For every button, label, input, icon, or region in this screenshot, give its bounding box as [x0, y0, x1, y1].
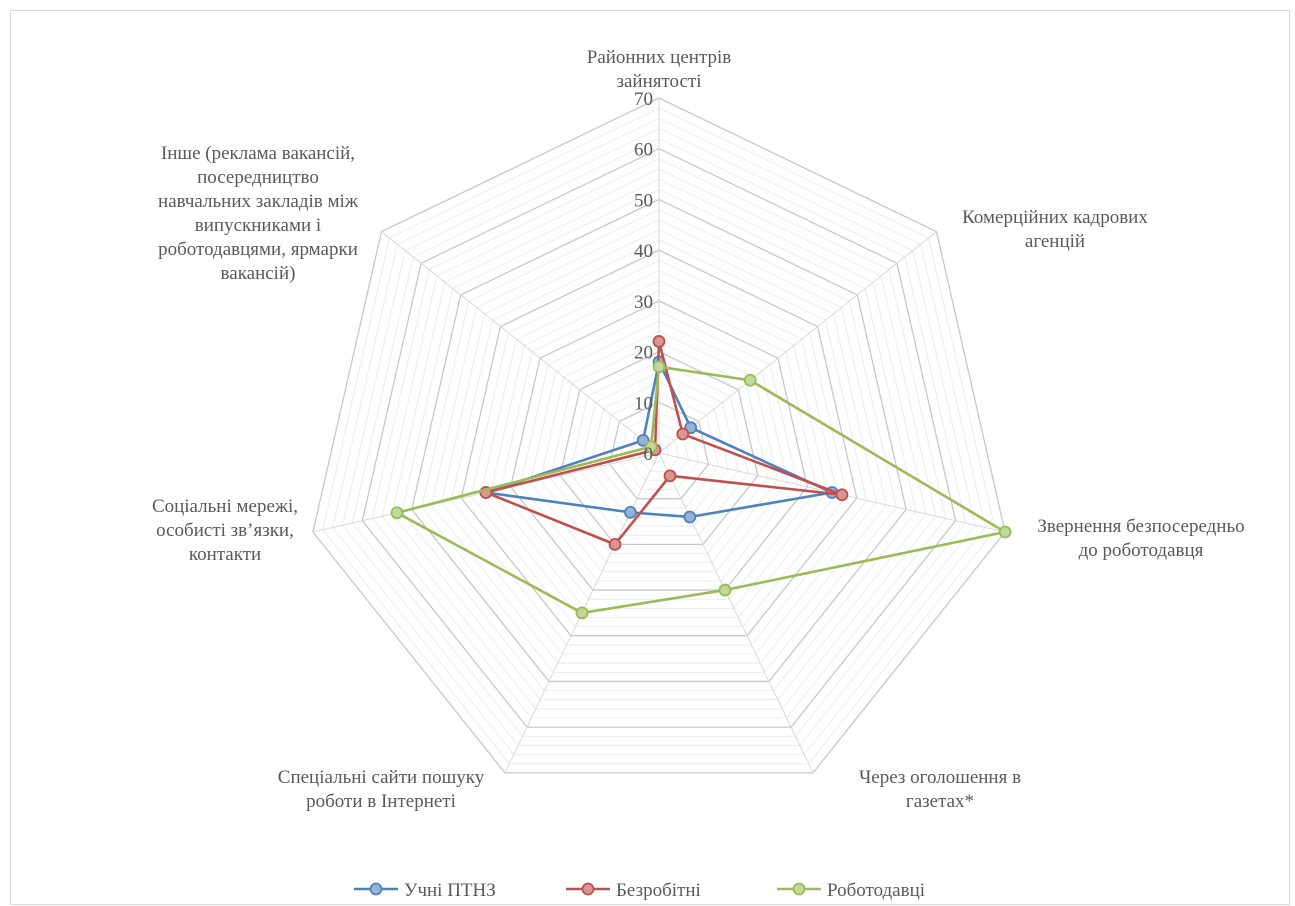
series-group [390, 360, 1012, 620]
tick-label: 30 [634, 292, 653, 313]
grid-ring-minor [579, 371, 739, 527]
grid-ring-minor [520, 310, 798, 582]
grid-ring-minor [599, 391, 719, 509]
legend-marker [581, 882, 595, 896]
radar-spoke [658, 452, 814, 774]
category-label: Комерційних кадрових агенцій [962, 207, 1148, 252]
radar-axes [312, 98, 1006, 774]
data-point [718, 583, 732, 597]
tick-label: 60 [634, 140, 653, 161]
grid-ring-minor [401, 188, 917, 692]
category-label: Соціальні мережі, особисті зв’язки, контак… [152, 496, 298, 565]
legend-item: Безробітні [566, 880, 701, 901]
grid-ring-minor [569, 361, 749, 536]
grid-ring-minor [351, 138, 967, 737]
grid-ring-major [608, 401, 710, 500]
legend-item: Учні ПТНЗ [354, 880, 496, 901]
data-point [663, 469, 677, 483]
series-line [484, 360, 834, 519]
category-labels: Районних центрів зайнятості Комерційних ка… [152, 47, 1245, 812]
grid-ring-minor [421, 209, 897, 673]
radar-spoke [381, 231, 660, 454]
grid-ring-minor [539, 330, 779, 564]
tick-label: 20 [634, 343, 653, 364]
legend-label: Роботодавці [827, 880, 925, 901]
tick-label: 70 [634, 89, 653, 110]
grid-ring-major [312, 97, 1006, 774]
data-point [652, 335, 666, 348]
category-label: Інше (реклама вакансій, посередництво навч… [158, 143, 359, 284]
series-lines [390, 335, 1012, 620]
data-point [835, 488, 849, 502]
data-point [676, 427, 690, 441]
category-label: Звернення безпосередньо до роботодавця [1037, 516, 1244, 561]
grid-ring-major [411, 198, 907, 683]
data-point [623, 505, 637, 519]
data-point [575, 606, 589, 620]
radar-grid [312, 97, 1006, 774]
radial-tick-labels: 0 10 20 30 40 50 60 70 [634, 89, 653, 465]
tick-label: 0 [644, 444, 654, 465]
legend: Учні ПТНЗ Безробітні Роботодавці [354, 880, 925, 901]
grid-ring-minor [342, 127, 976, 746]
radar-spoke [658, 231, 937, 454]
grid-ring-major [509, 300, 809, 591]
data-point [743, 373, 757, 387]
tick-label: 50 [634, 190, 653, 211]
category-label: Спеціальні сайти пошуку роботи в Інтернет… [278, 767, 485, 812]
grid-ring-minor [500, 290, 818, 600]
legend-label: Безробітні [616, 880, 701, 901]
grid-ring-minor [480, 269, 838, 618]
grid-ring-minor [450, 239, 868, 646]
chart-frame: 0 10 20 30 40 50 60 70 Районних центрів зайнятос… [10, 10, 1290, 905]
grid-ring-minor [431, 219, 887, 664]
grid-ring-minor [589, 381, 729, 518]
category-label: Через оголошення в газетах* [859, 767, 1021, 812]
series-line [484, 340, 844, 546]
series-line [395, 365, 1007, 615]
grid-ring-major [460, 249, 858, 637]
grid-ring-minor [391, 178, 927, 701]
grid-ring-major [559, 350, 759, 546]
tick-label: 40 [634, 241, 653, 262]
data-point [652, 360, 666, 374]
legend-item: Роботодавці [777, 880, 925, 901]
grid-ring-minor [440, 229, 878, 655]
data-point [683, 510, 697, 524]
radar-chart: 0 10 20 30 40 50 60 70 Районних центрів зайнятос… [152, 47, 1245, 901]
data-point [998, 525, 1012, 539]
legend-marker [369, 882, 383, 896]
data-point [608, 537, 622, 551]
grid-ring-minor [322, 107, 996, 765]
category-label: Районних центрів зайнятості [587, 47, 732, 92]
grid-ring-minor [549, 340, 769, 555]
grid-ring-minor [381, 168, 937, 710]
legend-marker [792, 882, 806, 896]
tick-label: 10 [634, 393, 653, 414]
legend-label: Учні ПТНЗ [404, 880, 496, 901]
grid-ring-minor [490, 280, 828, 609]
grid-ring-minor [332, 117, 986, 756]
data-point [644, 440, 658, 454]
data-point [390, 506, 404, 520]
grid-ring-minor [371, 158, 947, 719]
grid-ring-minor [470, 259, 848, 628]
grid-ring-major [361, 147, 957, 728]
